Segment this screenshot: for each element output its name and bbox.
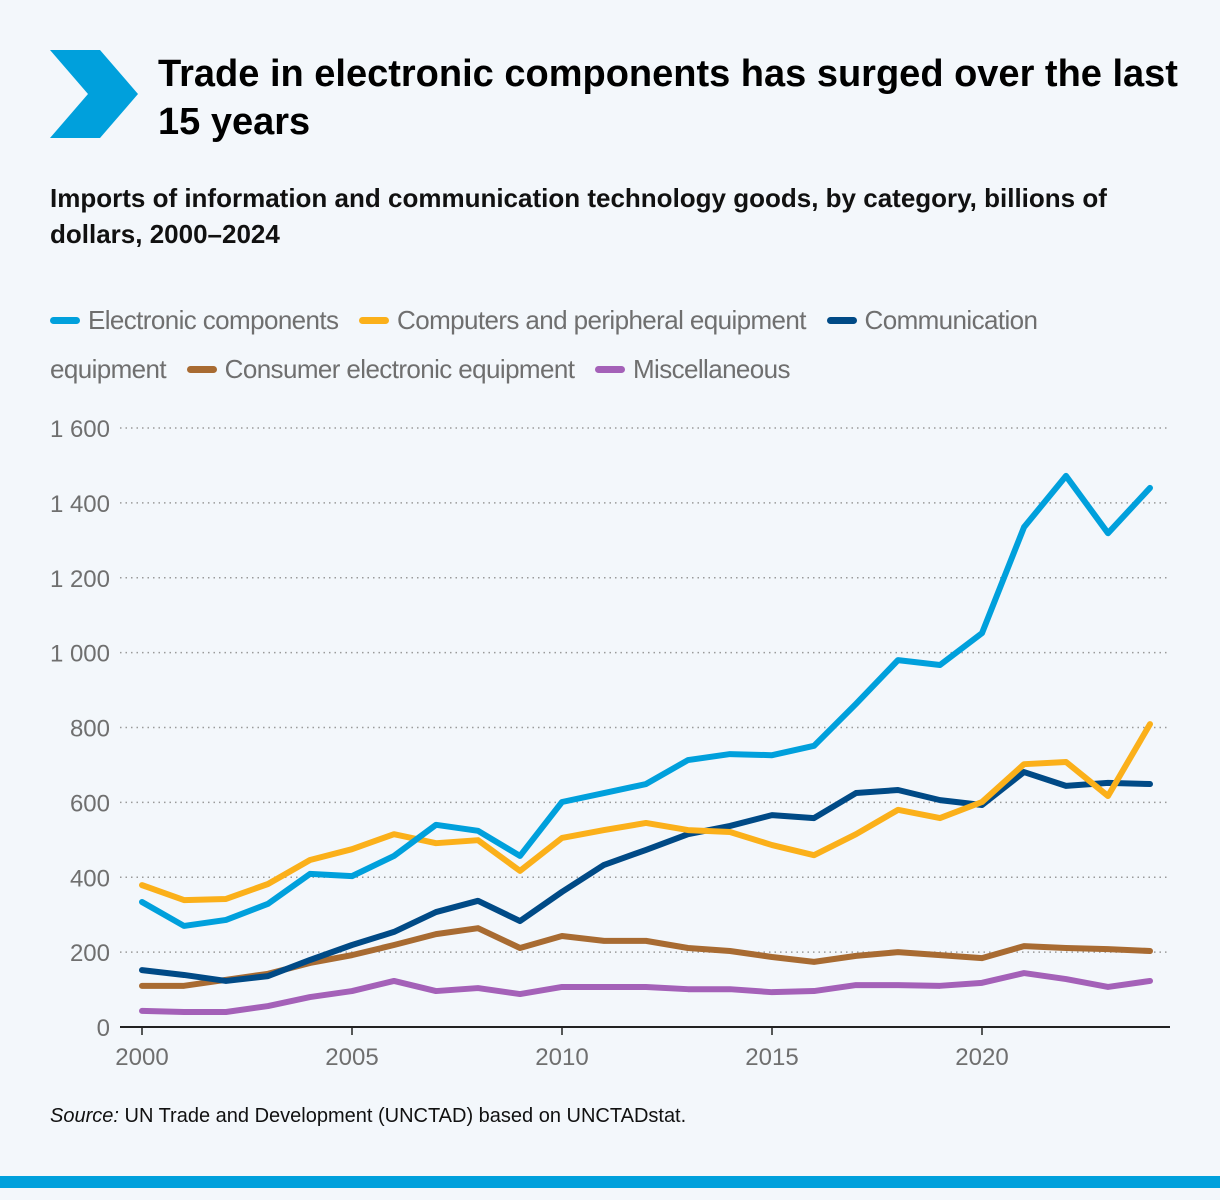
series-line-communication-equipment: [139, 769, 1153, 984]
series-line-computers-and-peripheral-equipment: [139, 721, 1153, 904]
legend-swatch: [359, 316, 390, 324]
chart-subtitle: Imports of information and communication…: [50, 183, 1107, 249]
y-tick-label: 1 000: [50, 641, 110, 668]
legend-label: Computers and peripheral equipment: [397, 305, 806, 335]
legend-item: Consumer electronic equipment: [186, 354, 575, 384]
y-tick-label: 800: [70, 716, 110, 743]
source-note: Source: UN Trade and Development (UNCTAD…: [50, 1105, 686, 1128]
legend-label: Miscellaneous: [632, 354, 791, 384]
legend-swatch: [594, 365, 625, 373]
legend-label: Electronic components: [88, 305, 339, 335]
x-tick-label: 2020: [955, 1044, 1008, 1071]
y-tick-label: 1 400: [50, 491, 110, 518]
x-tick-label: 2015: [745, 1044, 798, 1071]
legend-item: Miscellaneous: [594, 354, 791, 384]
legend: Electronic components Computers and peri…: [50, 296, 1080, 394]
legend-item: Computers and peripheral equipment: [359, 305, 807, 335]
x-tick-label: 2010: [535, 1044, 588, 1071]
series-line-electronic-components: [139, 472, 1153, 929]
bottom-accent-bar: [0, 1176, 1220, 1188]
legend-swatch: [826, 316, 857, 324]
line-chart: 0 200 400 600 800 1 000 1 200 1 400 1 600 2000 200…: [50, 416, 1170, 1071]
y-tick-label: 0: [97, 1015, 110, 1042]
source-label: Source:: [50, 1105, 119, 1127]
chart-title: Trade in electronic components has surge…: [158, 53, 1178, 143]
y-tick-label: 1 600: [50, 416, 110, 443]
x-tick-label: 2000: [115, 1044, 168, 1071]
y-tick-label: 600: [70, 790, 110, 817]
legend-item: Communication equipment: [50, 305, 1038, 384]
y-tick-label: 1 200: [50, 566, 110, 593]
series-line-miscellaneous: [139, 970, 1153, 1016]
source-text: UN Trade and Development (UNCTAD) based …: [118, 1105, 687, 1127]
legend-swatch: [186, 365, 217, 373]
legend-label: Consumer electronic equipment: [224, 354, 575, 384]
y-tick-label: 400: [70, 865, 110, 892]
legend-swatch: [50, 316, 80, 324]
x-tick-label: 2005: [325, 1044, 378, 1071]
y-tick-label: 200: [70, 940, 110, 967]
chevron-right-icon: [50, 50, 138, 138]
legend-item: Electronic components: [50, 305, 339, 335]
legend-label: Communication equipment: [50, 305, 1038, 384]
